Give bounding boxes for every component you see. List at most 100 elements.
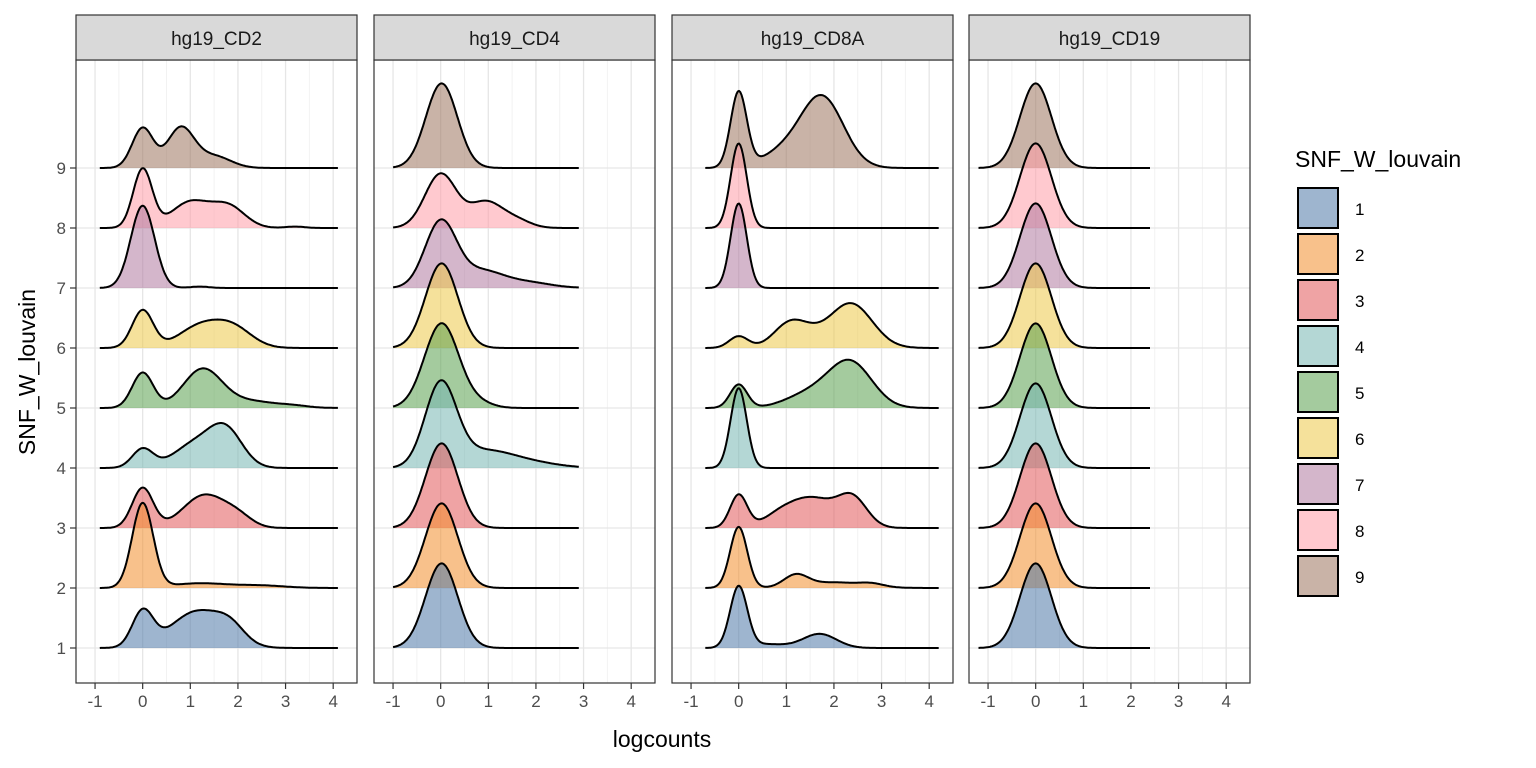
facet-hg19_CD8A: hg19_CD8A -1 0 1 2 3 4	[671, 14, 954, 711]
density-line-cluster-3	[99, 486, 338, 529]
density-line-cluster-6	[705, 302, 939, 349]
density-fill-cluster-8	[705, 143, 939, 228]
legend-item-6: 6	[1297, 417, 1364, 459]
legend-label: 1	[1355, 200, 1364, 219]
y-tick-label: 4	[57, 459, 66, 478]
y-tick-label: 8	[57, 219, 66, 238]
density-line-cluster-5	[392, 322, 579, 409]
density-line-cluster-4	[99, 422, 338, 469]
x-tick-label: -1	[385, 692, 400, 711]
legend-label: 5	[1355, 384, 1364, 403]
density-fill-cluster-4	[978, 383, 1150, 468]
legend: SNF_W_louvain 1 2 3 4 5 6 7 8 9	[1295, 146, 1461, 597]
x-tick-label: 2	[829, 692, 838, 711]
density-fill-cluster-9	[978, 83, 1150, 168]
x-tick-label: 4	[1221, 692, 1230, 711]
legend-item-5: 5	[1297, 371, 1364, 413]
density-line-cluster-9	[99, 125, 338, 169]
density-line-cluster-5	[99, 367, 338, 409]
facet-strip-label: hg19_CD2	[171, 29, 262, 50]
y-axis-title: SNF_W_louvain	[14, 289, 40, 455]
x-tick-label: 1	[186, 692, 195, 711]
density-line-cluster-6	[978, 262, 1150, 349]
x-tick-label: 1	[484, 692, 493, 711]
x-axis-title: logcounts	[613, 726, 711, 752]
y-tick-label: 2	[57, 579, 66, 598]
facet-strip	[373, 14, 656, 61]
density-line-cluster-9	[705, 89, 939, 169]
y-tick-label: 1	[57, 639, 66, 658]
density-fill-cluster-1	[978, 563, 1150, 648]
density-line-cluster-7	[978, 202, 1150, 289]
x-tick-label: 4	[328, 692, 337, 711]
legend-item-1: 1	[1297, 187, 1364, 229]
density-fill-cluster-5	[705, 359, 939, 408]
density-fill-cluster-2	[978, 503, 1150, 588]
density-line-cluster-1	[392, 562, 579, 649]
density-line-cluster-3	[392, 442, 579, 529]
density-fill-cluster-1	[393, 563, 579, 648]
legend-label: 9	[1355, 568, 1364, 587]
legend-swatch	[1297, 463, 1339, 505]
x-tick-label: 1	[782, 692, 791, 711]
x-tick-label: 1	[1079, 692, 1088, 711]
density-line-cluster-6	[99, 308, 338, 349]
x-tick-label: 4	[924, 692, 933, 711]
density-fill-cluster-7	[99, 205, 338, 288]
legend-item-2: 2	[1297, 233, 1364, 275]
density-fill-cluster-5	[99, 368, 338, 408]
x-tick-label: 3	[579, 692, 588, 711]
density-fill-cluster-8	[99, 168, 338, 228]
density-fill-cluster-2	[99, 502, 338, 588]
legend-swatch	[1297, 325, 1339, 367]
legend-swatch	[1297, 187, 1339, 229]
density-fill-cluster-6	[99, 309, 338, 348]
facet-hg19_CD4: hg19_CD4 -1 0 1 2 3 4	[373, 14, 656, 711]
density-line-cluster-8	[99, 167, 338, 229]
panel-background	[76, 60, 357, 683]
legend-item-9: 9	[1297, 555, 1364, 597]
density-line-cluster-6	[392, 262, 579, 349]
facet-hg19_CD2: hg19_CD2 -1 0 1 2 3 4 1 2 3 4 5 6 7 8 9	[57, 14, 358, 711]
x-tick-label: 3	[877, 692, 886, 711]
facet-hg19_CD19: hg19_CD19 -1 0 1 2 3 4	[968, 14, 1251, 711]
density-fill-cluster-1	[705, 585, 939, 648]
facet-strip	[968, 14, 1251, 61]
x-tick-label: 0	[734, 692, 743, 711]
density-fill-cluster-8	[978, 143, 1150, 228]
density-line-cluster-8	[392, 172, 579, 229]
density-line-cluster-2	[705, 525, 939, 589]
legend-swatch	[1297, 417, 1339, 459]
density-fill-cluster-9	[393, 83, 579, 168]
x-tick-label: 0	[1031, 692, 1040, 711]
y-tick-label: 6	[57, 339, 66, 358]
x-tick-label: 3	[1174, 692, 1183, 711]
density-fill-cluster-3	[705, 492, 939, 528]
x-tick-label: -1	[980, 692, 995, 711]
density-line-cluster-5	[705, 358, 939, 409]
density-line-cluster-8	[705, 142, 939, 229]
density-fill-cluster-3	[99, 487, 338, 528]
density-fill-cluster-7	[705, 203, 939, 288]
legend-label: 7	[1355, 476, 1364, 495]
y-tick-label: 9	[57, 159, 66, 178]
density-line-cluster-4	[978, 382, 1150, 469]
x-tick-label: 0	[436, 692, 445, 711]
density-line-cluster-5	[978, 322, 1150, 409]
density-fill-cluster-9	[705, 90, 939, 168]
facet-strip-label: hg19_CD19	[1059, 29, 1160, 50]
legend-swatch	[1297, 509, 1339, 551]
y-tick-label: 5	[57, 399, 66, 418]
legend-swatch	[1297, 555, 1339, 597]
density-line-cluster-7	[393, 218, 579, 289]
density-line-cluster-1	[705, 584, 939, 649]
facet-strip-label: hg19_CD4	[469, 29, 560, 50]
legend-swatch	[1297, 279, 1339, 321]
legend-label: 8	[1355, 522, 1364, 541]
density-line-cluster-9	[392, 82, 579, 169]
density-fill-cluster-1	[99, 608, 338, 648]
legend-label: 2	[1355, 246, 1364, 265]
x-tick-label: 3	[281, 692, 290, 711]
